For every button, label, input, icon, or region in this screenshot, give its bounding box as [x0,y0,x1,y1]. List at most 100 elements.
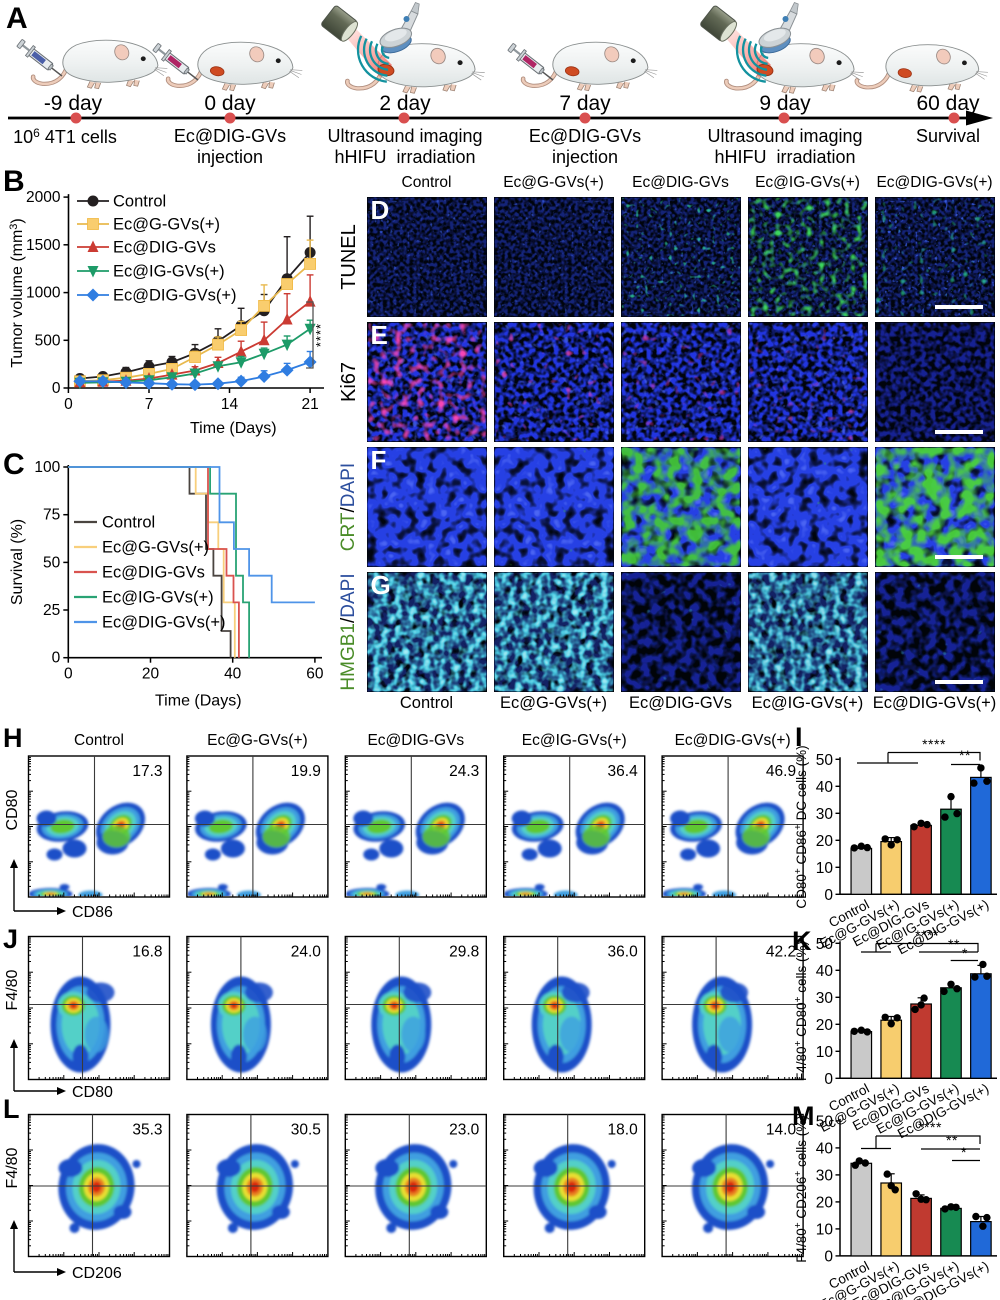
svg-text:Ec@DIG-GVs(+): Ec@DIG-GVs(+) [102,614,226,632]
svg-text:CD86: CD86 [72,904,113,921]
svg-text:F4/80: F4/80 [4,969,21,1010]
svg-text:CD206: CD206 [72,1265,122,1282]
svg-text:9 day: 9 day [759,92,811,115]
svg-text:Ec@DIG-GVs: Ec@DIG-GVs [113,239,216,257]
svg-text:18.0: 18.0 [608,1122,639,1139]
svg-text:*: * [961,1144,967,1160]
svg-text:CD80: CD80 [72,1084,113,1101]
svg-text:2000: 2000 [26,189,61,206]
svg-text:50: 50 [816,752,834,769]
svg-text:19.9: 19.9 [291,763,321,780]
svg-text:29.8: 29.8 [449,944,479,961]
svg-text:35.3: 35.3 [132,1122,162,1139]
svg-text:Ec@IG-GVs(+): Ec@IG-GVs(+) [522,732,627,749]
svg-text:40: 40 [816,779,834,796]
svg-text:**: ** [946,1132,958,1148]
svg-text:Survival (%): Survival (%) [9,519,26,605]
svg-text:10: 10 [816,1221,834,1238]
svg-text:F4/80+ CD206+ cells (%): F4/80+ CD206+ cells (%) [793,1115,809,1263]
svg-text:0: 0 [824,1071,833,1088]
svg-text:Ec@G-GVs(+): Ec@G-GVs(+) [207,732,308,749]
svg-text:CD80+ CD86+ DC cells (%): CD80+ CD86+ DC cells (%) [793,745,809,908]
svg-text:20: 20 [816,1017,834,1034]
svg-text:**: ** [948,936,960,952]
svg-text:20: 20 [816,833,834,850]
svg-text:-9 day: -9 day [44,92,103,115]
svg-text:20: 20 [816,1194,834,1211]
svg-text:0: 0 [64,396,73,413]
svg-text:50: 50 [816,936,834,953]
svg-text:0: 0 [52,650,61,667]
svg-text:Ec@IG-GVs(+): Ec@IG-GVs(+) [113,263,225,281]
svg-text:30: 30 [816,1167,834,1184]
svg-text:60 day: 60 day [916,92,980,115]
svg-text:F4/80: F4/80 [4,1147,21,1188]
svg-text:500: 500 [35,332,61,349]
svg-text:10: 10 [816,1044,834,1061]
svg-text:Ultrasound imaging: Ultrasound imaging [327,126,482,146]
svg-text:Ec@DIG-GVs(+): Ec@DIG-GVs(+) [675,732,791,749]
svg-text:****: **** [918,1119,942,1135]
svg-text:Time (Days): Time (Days) [155,693,242,710]
svg-text:Time (Days): Time (Days) [190,420,277,437]
svg-text:1000: 1000 [26,285,61,302]
svg-text:0: 0 [824,1248,833,1265]
svg-text:17.3: 17.3 [132,763,162,780]
svg-text:36.4: 36.4 [608,763,639,780]
svg-text:106 4T1 cells: 106 4T1 cells [13,126,117,147]
svg-text:50: 50 [43,554,61,571]
svg-text:M: M [792,1101,815,1131]
svg-text:Control: Control [113,193,166,211]
svg-text:Survival: Survival [916,126,980,146]
svg-text:75: 75 [43,507,60,524]
svg-text:****: **** [922,736,946,752]
svg-text:10: 10 [816,860,834,877]
svg-text:A: A [6,2,28,35]
svg-text:16.8: 16.8 [132,944,162,961]
svg-text:J: J [3,925,18,954]
svg-text:46.9: 46.9 [766,763,796,780]
svg-text:H: H [3,723,23,753]
svg-text:Ec@DIG-GVs: Ec@DIG-GVs [529,126,641,146]
svg-text:Ec@DIG-GVs: Ec@DIG-GVs [367,732,464,749]
svg-text:40: 40 [816,963,834,980]
svg-text:injection: injection [197,147,263,167]
svg-text:0: 0 [64,666,73,683]
svg-text:****: **** [915,927,939,943]
svg-text:14: 14 [221,396,239,413]
svg-text:20: 20 [142,666,160,683]
svg-text:*: * [962,945,968,961]
svg-text:30.5: 30.5 [291,1122,321,1139]
svg-text:Ec@DIG-GVs: Ec@DIG-GVs [102,564,205,582]
svg-text:Tumor volume (mm3): Tumor volume (mm3) [8,218,26,368]
svg-text:Control: Control [102,514,155,532]
svg-text:0: 0 [52,380,61,397]
svg-text:14.0: 14.0 [766,1122,797,1139]
svg-text:30: 30 [816,990,834,1007]
svg-text:40: 40 [224,666,242,683]
svg-text:60: 60 [306,666,324,683]
svg-text:Ec@DIG-GVs: Ec@DIG-GVs [174,126,286,146]
svg-text:Ec@IG-GVs(+): Ec@IG-GVs(+) [102,589,214,607]
svg-text:50: 50 [816,1113,834,1130]
svg-text:hHIFU irradiation: hHIFU irradiation [334,147,475,167]
svg-text:F4/80+ CD80+ cells (%): F4/80+ CD80+ cells (%) [793,941,809,1081]
svg-text:Ec@G-GVs(+): Ec@G-GVs(+) [102,539,209,557]
svg-text:C: C [3,448,25,481]
svg-text:K: K [792,926,812,956]
svg-text:40: 40 [816,1140,834,1157]
svg-text:24.0: 24.0 [291,944,322,961]
svg-text:injection: injection [552,147,618,167]
svg-text:21: 21 [301,396,318,413]
svg-text:Ec@G-GVs(+): Ec@G-GVs(+) [113,216,220,234]
svg-text:hHIFU irradiation: hHIFU irradiation [714,147,855,167]
svg-text:Ec@DIG-GVs(+): Ec@DIG-GVs(+) [113,287,237,305]
svg-text:30: 30 [816,806,834,823]
svg-text:Ultrasound imaging: Ultrasound imaging [707,126,862,146]
svg-text:36.0: 36.0 [608,944,639,961]
svg-text:42.2: 42.2 [766,944,796,961]
svg-text:0: 0 [824,887,833,904]
svg-text:25: 25 [43,602,60,619]
svg-text:Control: Control [74,732,124,749]
svg-text:24.3: 24.3 [449,763,479,780]
